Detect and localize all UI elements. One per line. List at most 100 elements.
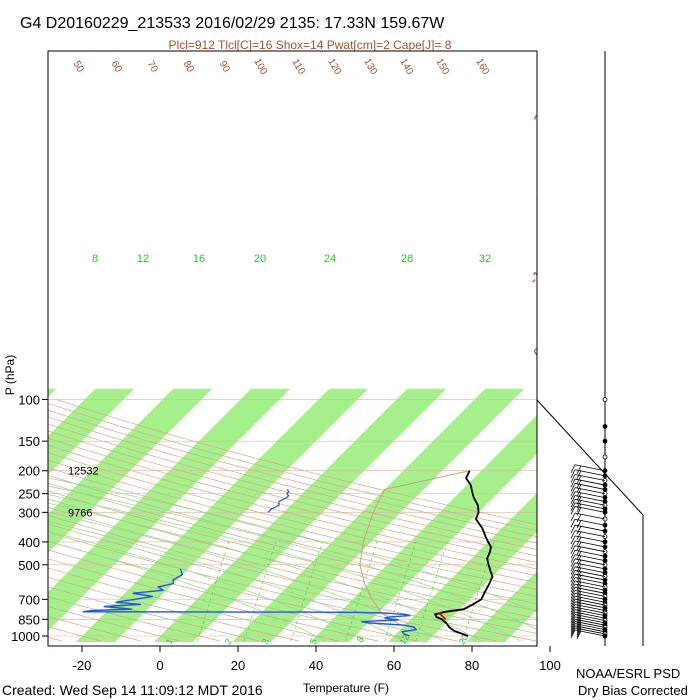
- wind-barb-staff: [574, 535, 606, 543]
- wind-station-dot: [602, 438, 608, 444]
- mixing-ratio-line: [462, 541, 495, 642]
- wind-barb-feather: [570, 627, 576, 637]
- isotherm-band: [622, 389, 700, 642]
- wind-barb-feather: [570, 464, 576, 473]
- moist-adiabat-line: [48, 477, 537, 613]
- wind-barb-feather: [576, 591, 582, 600]
- wind-barb-feather: [570, 562, 576, 572]
- wind-barb-feather: [570, 554, 576, 563]
- dry-adiabat-label: 50: [71, 59, 86, 75]
- y-tick-label: 400: [18, 535, 40, 550]
- mixing-ratio-label: 32: [479, 253, 491, 265]
- wind-barb-staff: [574, 549, 606, 557]
- dry-adiabat-line: [48, 506, 537, 627]
- x-tick-label: 20: [231, 658, 245, 673]
- y-tick-label: 150: [18, 434, 40, 449]
- wind-barb-feather: [570, 540, 576, 550]
- wind-barb-staff: [574, 518, 606, 526]
- dry-adiabat-line: [48, 596, 220, 642]
- moist-adiabat-label: -10: [526, 262, 552, 288]
- wind-barb-feather: [570, 487, 576, 496]
- isotherm-band: [466, 570, 537, 642]
- mixing-ratio-line: [243, 541, 276, 642]
- wind-barb-staff: [574, 524, 606, 532]
- wind-barb-staff: [574, 495, 606, 502]
- isotherm-band: [154, 388, 447, 642]
- x-tick-label: 80: [465, 658, 479, 673]
- mixing-ratio-label: 24: [324, 253, 336, 265]
- wind-barb-feather: [570, 519, 576, 528]
- wind-barb-feather: [576, 578, 582, 587]
- wind-barb-feather: [576, 594, 582, 603]
- height-labels: 12532 9766: [68, 466, 99, 520]
- moist-adiabat-line: [48, 530, 365, 642]
- wind-barb-feather: [576, 525, 582, 535]
- wind-barb-staff: [574, 474, 606, 481]
- dry-adiabat-label: 70: [145, 59, 160, 75]
- isotherm-band: [388, 492, 537, 642]
- mixing-ratio-line: [415, 541, 448, 642]
- wind-barb-feather: [570, 587, 576, 596]
- mixing-ratio-label: 20: [254, 253, 266, 265]
- moist-adiabat-line: [48, 485, 537, 630]
- wind-barb-feather: [576, 513, 582, 523]
- wind-barb-feather: [570, 625, 576, 634]
- wind-barb-feather: [570, 566, 576, 575]
- moist-adiabats: [48, 477, 537, 642]
- moist-adiabat-line: [48, 502, 482, 642]
- wind-barb-staff: [574, 483, 606, 490]
- wind-panel-outline: [536, 51, 644, 646]
- wind-barb-feather: [576, 470, 582, 479]
- wind-barb-staff: [574, 545, 606, 553]
- wind-barb-feather: [570, 601, 576, 610]
- upper-humidity-line: [267, 489, 290, 513]
- mixing-ratio-label: 8: [92, 253, 98, 265]
- y-tick-label: 850: [18, 612, 40, 627]
- wind-barb-staff: [574, 554, 606, 562]
- dry-adiabat-line: [48, 606, 181, 642]
- wind-barb-staff: [574, 623, 606, 631]
- credit-line-2: Dry Bias Corrected: [578, 683, 688, 698]
- chart-subtitle: Plcl=912 Tlcl[C]=16 Shox=14 Pwat[cm]=2 C…: [169, 38, 452, 52]
- wind-barb-feather: [576, 531, 582, 540]
- wind-barb-staff: [574, 469, 606, 477]
- wind-barb-staff: [574, 625, 606, 633]
- dry-adiabat-line: [48, 452, 537, 577]
- y-tick-label: 1000: [11, 629, 40, 644]
- wind-barb-feather: [570, 530, 576, 539]
- wind-barb-feather: [570, 590, 576, 599]
- wind-barb-feather: [576, 602, 582, 611]
- wind-barb-staff: [574, 592, 606, 600]
- wind-barb-staff: [574, 606, 606, 614]
- moist-adiabat-label: 20: [532, 185, 554, 207]
- wind-barb-staff: [574, 566, 606, 574]
- moist-adiabat-line: [48, 494, 521, 642]
- humidity-line: [82, 568, 418, 637]
- wind-barb-staff: [574, 562, 606, 570]
- wind-barb-feather: [570, 545, 576, 554]
- mixing-ratio-label: 8: [355, 635, 366, 644]
- wind-barb-feather: [576, 541, 582, 551]
- wind-barb-staff: [574, 498, 606, 506]
- wind-barb-feather: [570, 550, 576, 559]
- dry-adiabat-line: [48, 409, 537, 538]
- wind-barb-feather: [570, 535, 576, 545]
- x-tick-label: 40: [309, 658, 323, 673]
- y-tick-label: 500: [18, 558, 40, 573]
- wind-barb-feather: [576, 581, 582, 591]
- wind-barb-staff: [574, 583, 606, 591]
- wind-barb-feather: [570, 621, 576, 630]
- mixing-ratio-line: [290, 541, 323, 642]
- dry-adiabat-line: [48, 445, 537, 570]
- dry-adiabat-line: [48, 567, 339, 642]
- wind-barb-staff: [574, 601, 606, 609]
- wind-barb-feather: [570, 629, 576, 639]
- x-tick-label: -20: [73, 658, 92, 673]
- isotherm-band: [232, 388, 525, 642]
- wind-barb-feather: [576, 599, 582, 609]
- x-tick-label: 100: [539, 658, 561, 673]
- dry-adiabat-label: 90: [217, 59, 232, 75]
- x-tick-label: 60: [387, 658, 401, 673]
- wind-barb-staff: [574, 478, 606, 486]
- wind-barb-feather: [570, 499, 576, 508]
